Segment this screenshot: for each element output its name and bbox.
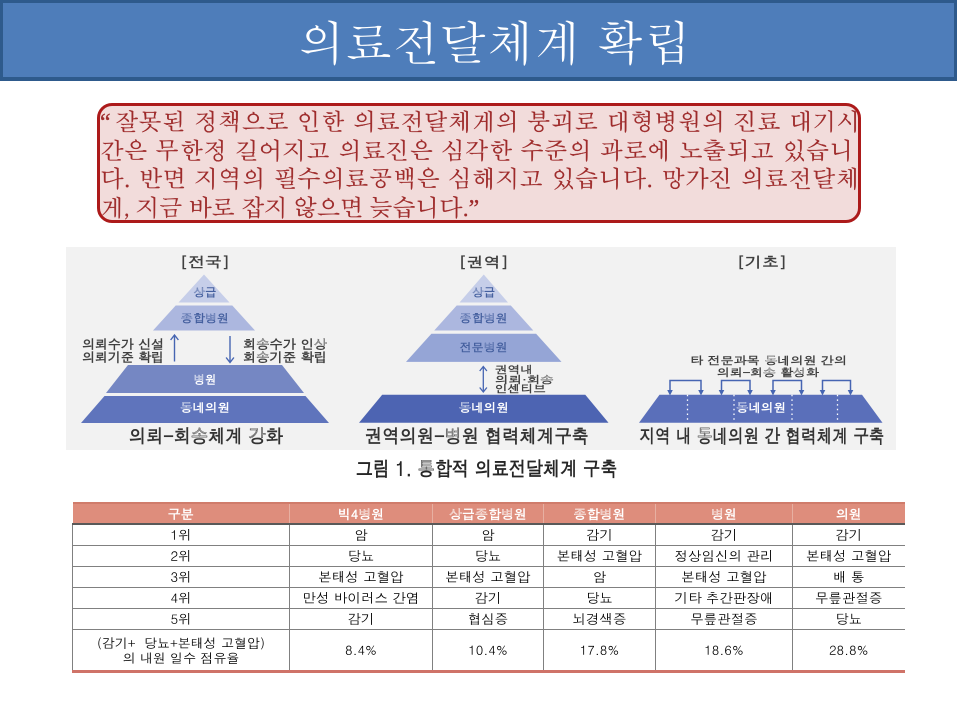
svg-text:전문병원: 전문병원 — [459, 340, 508, 356]
svg-text:권역의원-병원 협력체계구축: 권역의원-병원 협력체계구축 — [365, 422, 589, 449]
svg-text:동네의원: 동네의원 — [736, 399, 786, 416]
svg-text:동네의원: 동네의원 — [180, 399, 230, 416]
svg-text:상급: 상급 — [194, 285, 217, 301]
svg-text:타 전문과목 동네의원 간의: 타 전문과목 동네의원 간의 — [690, 354, 847, 369]
svg-text:회송수가 인상: 회송수가 인상 — [243, 334, 327, 353]
svg-text:회송기준 확립: 회송기준 확립 — [243, 347, 327, 366]
svg-text:[기초]: [기초] — [737, 253, 787, 273]
svg-text:병원: 병원 — [194, 371, 217, 388]
svg-text:의뢰·회송: 의뢰·회송 — [495, 372, 555, 387]
svg-text:권역내: 권역내 — [495, 362, 533, 377]
svg-text:의뢰수가 신설: 의뢰수가 신설 — [82, 334, 164, 353]
svg-text:지역 내 동네의원 간 협력체계 구축: 지역 내 동네의원 간 협력체계 구축 — [640, 422, 885, 449]
svg-text:의뢰기준 확립: 의뢰기준 확립 — [82, 347, 164, 366]
svg-text:상급: 상급 — [472, 285, 495, 301]
svg-text:의뢰-회송체계 강화: 의뢰-회송체계 강화 — [129, 422, 283, 449]
svg-text:의뢰-회송 활성화: 의뢰-회송 활성화 — [717, 366, 819, 381]
svg-text:종합병원: 종합병원 — [181, 311, 229, 327]
svg-text:종합병원: 종합병원 — [460, 311, 508, 327]
svg-text:[권역]: [권역] — [459, 253, 509, 273]
svg-text:[전국]: [전국] — [180, 253, 230, 273]
svg-text:동네의원: 동네의원 — [459, 399, 509, 416]
svg-text:인센티브: 인센티브 — [495, 381, 546, 396]
